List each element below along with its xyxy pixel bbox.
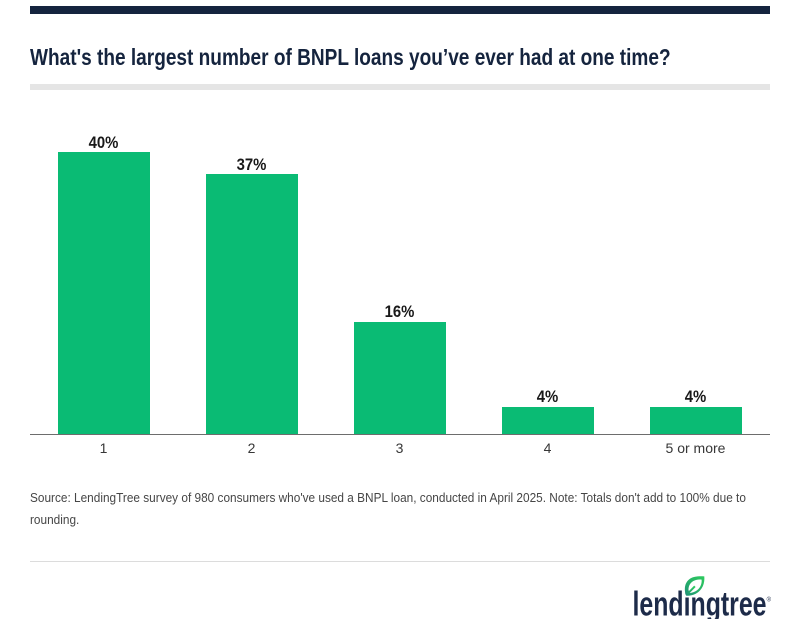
svg-text:®: ® [767,596,772,603]
